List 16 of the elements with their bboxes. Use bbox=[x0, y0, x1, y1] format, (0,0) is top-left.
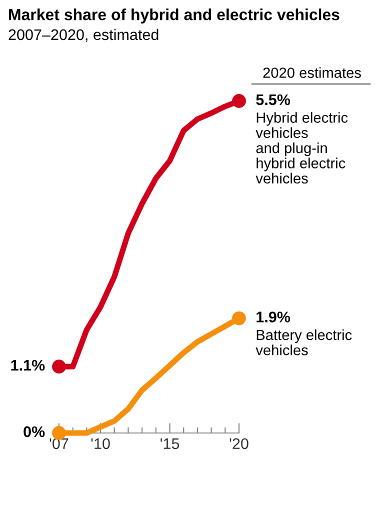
data-label: 1.1% bbox=[11, 360, 45, 371]
series-label: Hybrid electric vehicles and plug-in hybrid electric vehicles bbox=[256, 112, 348, 184]
x-tick-label: '20 bbox=[230, 438, 248, 450]
series-label: Battery electric vehicles bbox=[256, 329, 352, 356]
chart-title: Market share of hybrid and electric vehicles bbox=[9, 8, 340, 24]
x-tick-label: '10 bbox=[91, 438, 110, 450]
data-label: 0% bbox=[24, 426, 45, 438]
data-label: 1.9% bbox=[256, 312, 290, 322]
data-label: 5.5% bbox=[256, 94, 290, 106]
chart-subtitle: 2007–2020, estimated bbox=[8, 28, 158, 42]
point bbox=[232, 94, 246, 108]
legend-title: 2020 estimates bbox=[263, 67, 361, 78]
x-tick-label: '07 bbox=[50, 438, 68, 450]
point bbox=[232, 311, 246, 326]
point bbox=[52, 360, 66, 374]
x-tick-label: '15 bbox=[160, 438, 180, 450]
